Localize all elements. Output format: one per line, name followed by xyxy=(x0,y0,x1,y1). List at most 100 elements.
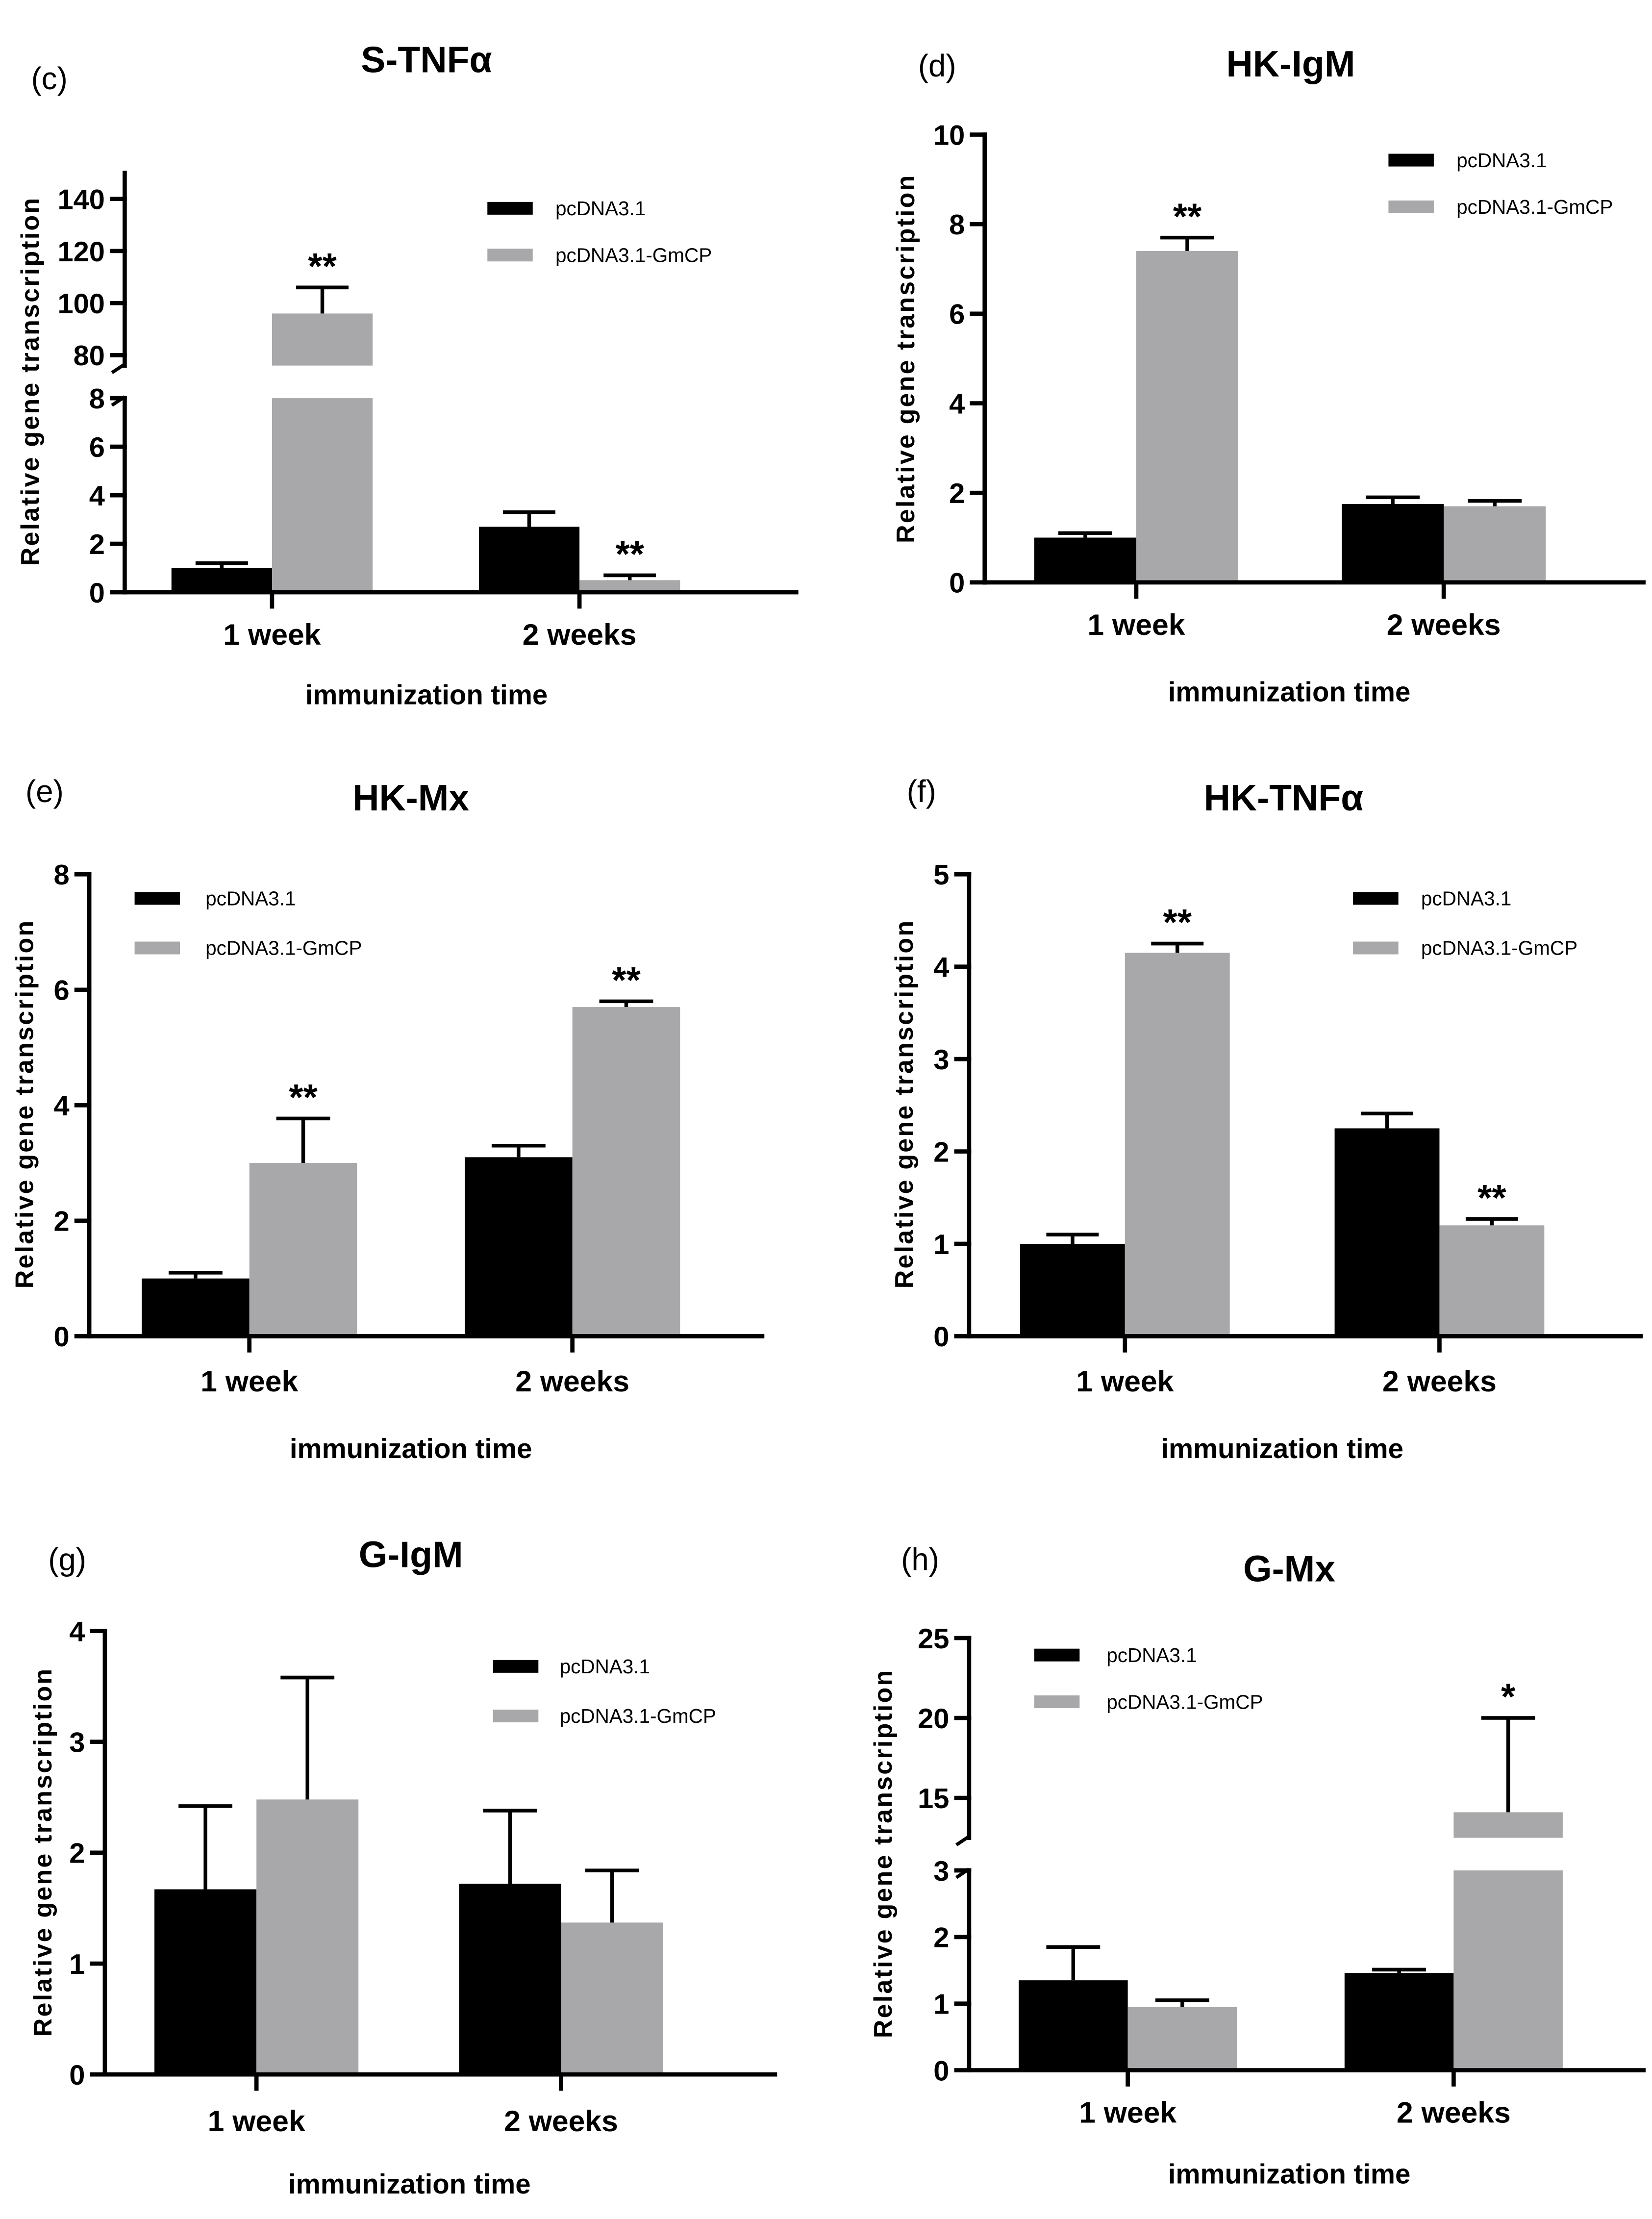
significance-marker-pcdna3-1-gmcp-1-week: ** xyxy=(1173,196,1202,237)
bar-pcdna3-1-gmcp-1-week-upper-segment xyxy=(272,313,373,366)
legend-label-pcdna3-1-gmcp: pcDNA3.1-GmCP xyxy=(205,937,362,959)
panel-label: (g) xyxy=(48,1542,86,1577)
bar-pcdna3-1-gmcp-2-weeks xyxy=(1444,506,1546,582)
bar-pcdna3-1-gmcp-1-week xyxy=(1136,251,1239,582)
chart-title: G-IgM xyxy=(359,1534,463,1575)
axis-break-mark xyxy=(955,1835,970,1846)
chart-panel-e: ** ** 0 2 4 6 8 1 week 2 weeks (e) HK-Mx Relative g… xyxy=(10,774,765,1464)
legend-label-pcdna3-1: pcDNA3.1 xyxy=(1456,149,1547,172)
x-tick-label-1-week: 1 week xyxy=(1079,2095,1176,2129)
y-tick-label: 8 xyxy=(53,859,69,891)
y-tick-label: 0 xyxy=(69,2060,85,2091)
y-tick-label: 8 xyxy=(949,209,965,241)
panel-label: (c) xyxy=(31,61,68,96)
y-tick-label: 20 xyxy=(918,1703,949,1735)
y-tick-label: 2 xyxy=(89,529,105,560)
panel-label: (e) xyxy=(25,774,64,809)
y-tick-label: 1 xyxy=(933,1229,949,1261)
bar-pcdna3-1-2-weeks xyxy=(1334,1128,1440,1336)
legend-swatch-pcdna3-1-gmcp xyxy=(493,1709,539,1722)
legend-label-pcdna3-1-gmcp: pcDNA3.1-GmCP xyxy=(1421,937,1577,959)
y-tick-label: 10 xyxy=(933,120,965,151)
panel-label: (f) xyxy=(907,774,936,809)
bar-pcdna3-1-1-week xyxy=(1020,1243,1125,1336)
x-axis-title: immunization time xyxy=(1168,2159,1411,2190)
y-tick-label: 6 xyxy=(89,432,105,463)
significance-marker-pcdna3-1-gmcp-1-week: ** xyxy=(308,246,337,287)
y-tick-label: 0 xyxy=(933,1321,949,1353)
legend-label-pcdna3-1: pcDNA3.1 xyxy=(1421,887,1511,910)
significance-marker-pcdna3-1-gmcp-2-weeks: ** xyxy=(1477,1177,1506,1218)
x-tick-label-2-weeks: 2 weeks xyxy=(1382,1364,1497,1398)
x-tick-label-2-weeks: 2 weeks xyxy=(504,2104,618,2138)
bar-pcdna3-1-2-weeks xyxy=(465,1157,573,1336)
bar-pcdna3-1-gmcp-1-week xyxy=(1127,2007,1237,2070)
bar-pcdna3-1-1-week xyxy=(1019,1980,1128,2070)
y-tick-label: 0 xyxy=(949,568,965,599)
y-tick-label: 4 xyxy=(89,480,105,512)
y-tick-label: 140 xyxy=(57,184,104,216)
y-tick-label: 1 xyxy=(933,1989,949,2020)
legend-swatch-pcdna3-1 xyxy=(493,1660,539,1673)
y-tick-label: 2 xyxy=(69,1838,85,1869)
x-tick-label-2-weeks: 2 weeks xyxy=(523,618,637,651)
bar-pcdna3-1-1-week xyxy=(1034,537,1136,582)
y-tick-label: 3 xyxy=(933,1856,949,1887)
bar-pcdna3-1-2-weeks xyxy=(1344,1973,1454,2070)
x-axis-title: immunization time xyxy=(1168,677,1411,707)
x-axis-title: immunization time xyxy=(1161,1433,1403,1464)
x-tick-label-1-week: 1 week xyxy=(223,618,321,651)
y-tick-label: 2 xyxy=(53,1206,69,1237)
significance-marker-pcdna3-1-gmcp-1-week: ** xyxy=(289,1077,318,1118)
x-tick-label-1-week: 1 week xyxy=(208,2104,305,2138)
legend-label-pcdna3-1-gmcp: pcDNA3.1-GmCP xyxy=(555,244,712,266)
x-tick-label-1-week: 1 week xyxy=(200,1364,298,1398)
legend-label-pcdna3-1: pcDNA3.1 xyxy=(1106,1644,1197,1666)
panel-label: (h) xyxy=(901,1542,939,1577)
bar-pcdna3-1-2-weeks xyxy=(459,1884,561,2075)
legend-swatch-pcdna3-1-gmcp xyxy=(1353,941,1399,955)
bar-pcdna3-1-gmcp-1-week xyxy=(1125,953,1230,1336)
y-tick-label: 2 xyxy=(933,1922,949,1954)
chart-panel-d: ** 0 2 4 6 8 10 1 week 2 weeks (d) HK-IgM Relative … xyxy=(892,43,1646,707)
y-tick-label: 1 xyxy=(69,1949,85,1980)
y-tick-label: 4 xyxy=(53,1090,69,1122)
y-tick-label: 0 xyxy=(933,2055,949,2087)
legend-swatch-pcdna3-1-gmcp xyxy=(134,941,180,955)
legend-swatch-pcdna3-1-gmcp xyxy=(1034,1695,1080,1709)
y-tick-label: 25 xyxy=(918,1623,949,1655)
legend-swatch-pcdna3-1 xyxy=(1034,1648,1080,1662)
y-tick-label: 3 xyxy=(69,1727,85,1759)
bar-pcdna3-1-gmcp-2-weeks xyxy=(572,1007,680,1336)
x-tick-label-1-week: 1 week xyxy=(1076,1364,1174,1398)
legend-swatch-pcdna3-1-gmcp xyxy=(487,249,533,262)
y-tick-label: 100 xyxy=(57,288,104,320)
y-axis-title: Relative gene transcription xyxy=(16,197,45,566)
bar-pcdna3-1-1-week xyxy=(171,568,272,593)
bar-pcdna3-1-gmcp-2-weeks xyxy=(1453,1870,1563,2070)
bar-pcdna3-1-1-week xyxy=(142,1278,250,1336)
x-tick-label-2-weeks: 2 weeks xyxy=(515,1364,629,1398)
y-tick-label: 2 xyxy=(949,478,965,509)
legend-label-pcdna3-1-gmcp: pcDNA3.1-GmCP xyxy=(560,1705,716,1727)
legend-label-pcdna3-1-gmcp: pcDNA3.1-GmCP xyxy=(1106,1690,1263,1713)
chart-title: S-TNFα xyxy=(361,39,492,80)
y-tick-label: 4 xyxy=(69,1616,85,1647)
chart-title: HK-Mx xyxy=(352,777,469,818)
bar-pcdna3-1-gmcp-2-weeks xyxy=(1439,1225,1545,1336)
bar-pcdna3-1-gmcp-2-weeks xyxy=(561,1922,663,2075)
y-tick-label: 6 xyxy=(949,299,965,330)
x-axis-title: immunization time xyxy=(288,2169,531,2199)
y-tick-label: 4 xyxy=(933,952,949,983)
y-tick-label: 8 xyxy=(89,383,105,415)
x-tick-label-1-week: 1 week xyxy=(1087,608,1185,641)
y-tick-label: 15 xyxy=(918,1783,949,1815)
y-axis-title: Relative gene transcription xyxy=(29,1667,57,2037)
y-axis-title: Relative gene transcription xyxy=(890,919,919,1289)
chart-panel-g: 0 1 2 3 4 1 week 2 weeks (g) G-IgM Relative gene … xyxy=(29,1534,777,2199)
y-tick-label: 2 xyxy=(933,1136,949,1168)
bar-pcdna3-1-gmcp-1-week xyxy=(249,1163,357,1336)
legend-label-pcdna3-1: pcDNA3.1 xyxy=(560,1655,650,1678)
chart-panel-c: ** ** 0 2 4 6 8 80 100 120 140 1 week 2 weeks (c) S-TN… xyxy=(16,39,799,710)
